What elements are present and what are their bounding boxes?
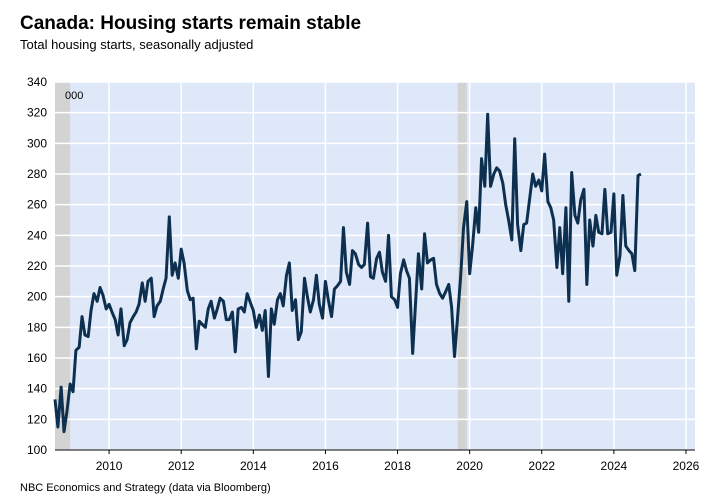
y-tick-label: 260 xyxy=(27,198,47,212)
x-tick-label: 2014 xyxy=(240,459,267,473)
x-tick-label: 2016 xyxy=(312,459,339,473)
chart-title: Canada: Housing starts remain stable xyxy=(20,13,361,34)
y-tick-label: 300 xyxy=(27,136,47,150)
x-tick-label: 2024 xyxy=(601,459,628,473)
y-tick-label: 160 xyxy=(27,351,47,365)
y-tick-label: 120 xyxy=(27,412,47,426)
y-tick-label: 180 xyxy=(27,320,47,334)
annotation: 000 xyxy=(65,90,83,102)
x-tick-label: 2020 xyxy=(456,459,483,473)
y-tick-label: 220 xyxy=(27,259,47,273)
y-tick-label: 140 xyxy=(27,382,47,396)
source-note: NBC Economics and Strategy (data via Blo… xyxy=(20,482,271,494)
x-tick-label: 2018 xyxy=(384,459,411,473)
y-tick-label: 320 xyxy=(27,106,47,120)
x-tick-label: 2022 xyxy=(528,459,555,473)
x-tick-label: 2012 xyxy=(168,459,195,473)
x-tick-label: 2026 xyxy=(673,459,700,473)
y-tick-label: 340 xyxy=(27,75,47,89)
y-tick-label: 100 xyxy=(27,443,47,457)
x-tick-label: 2010 xyxy=(96,459,123,473)
y-tick-label: 280 xyxy=(27,167,47,181)
data-line xyxy=(53,112,642,434)
y-tick-label: 200 xyxy=(27,290,47,304)
y-tick-label: 240 xyxy=(27,228,47,242)
chart-subtitle: Total housing starts, seasonally adjuste… xyxy=(20,37,253,52)
